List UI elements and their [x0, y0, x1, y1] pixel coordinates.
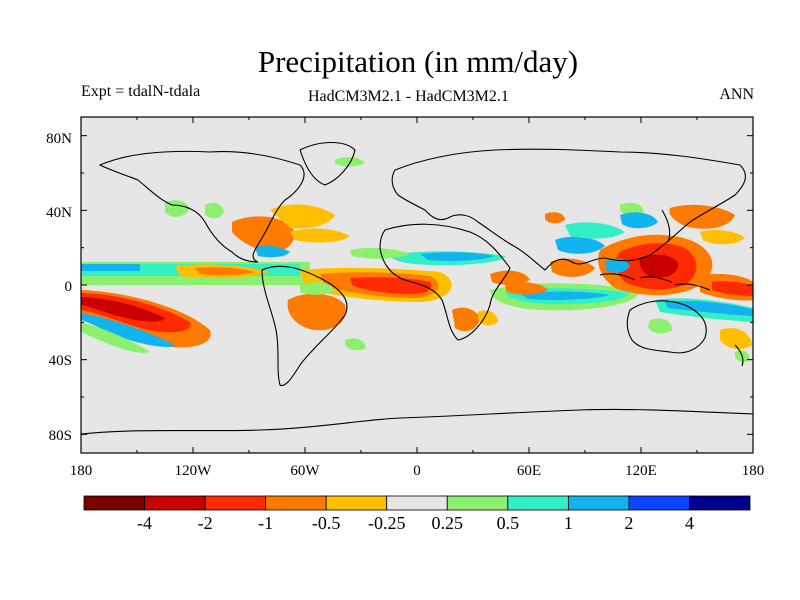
china-blue	[620, 212, 658, 229]
colorbar-label: 0.25	[432, 513, 464, 533]
colorbar-label: -0.25	[368, 513, 406, 533]
colorbar-label: 4	[685, 513, 694, 533]
s-america-green	[300, 282, 335, 295]
colorbar	[83, 495, 751, 511]
eurasia-coast	[391, 148, 746, 271]
x-tick-label: 180	[742, 463, 765, 479]
north-america-coast	[98, 150, 305, 263]
colorbar-label: -0.5	[312, 513, 341, 533]
x-tick-label: 180	[70, 463, 93, 479]
colorbar-label: -4	[137, 513, 152, 533]
tibet-orange	[545, 212, 565, 224]
x-tick-label: 60E	[517, 463, 541, 479]
s-africa-orange	[452, 307, 480, 332]
caribbean-blue	[255, 245, 290, 258]
axis-ticks	[80, 117, 754, 453]
model-label: HadCM3M2.1 - HadCM3M2.1	[308, 88, 509, 105]
greenland-coast	[299, 141, 356, 186]
colorbar-swatch	[144, 495, 206, 511]
colorbar-swatch	[325, 495, 388, 511]
antarctica-coast	[81, 408, 753, 435]
colorbar-swatch	[265, 495, 327, 511]
colorbar-label: -2	[198, 513, 213, 533]
colorbar-swatch	[567, 495, 630, 511]
colorbar-swatch	[689, 495, 751, 511]
japan-green	[620, 202, 644, 216]
season-label: ANN	[719, 86, 754, 103]
s-america-south-green	[345, 338, 366, 351]
pacific-red-east	[712, 281, 753, 296]
colorbar-swatch	[83, 495, 145, 511]
colorbar-label: -1	[258, 513, 273, 533]
s-africa-yellow	[478, 310, 498, 326]
itcz-pacific-orange	[195, 267, 255, 276]
y-tick-label: 80N	[46, 131, 72, 147]
s-america-orange	[287, 293, 346, 331]
colorbar-label: 1	[564, 513, 573, 533]
colorbar-swatch	[628, 495, 690, 511]
south-pacific-blue	[81, 313, 175, 347]
mexico-green	[205, 202, 224, 219]
north-atlantic-yellow	[290, 228, 350, 243]
nz-coast	[734, 344, 744, 367]
indian-ocean-blue	[520, 291, 610, 300]
colorbar-swatch	[507, 495, 569, 511]
itcz-pacific-blue	[81, 264, 140, 271]
y-tick-label: 0	[65, 279, 73, 295]
east-africa-orange	[505, 282, 548, 295]
colorbar-swatch	[204, 495, 267, 511]
japan-coast	[661, 209, 671, 243]
australia-coast	[626, 300, 707, 354]
y-tick-label: 80S	[49, 428, 72, 444]
maritime-blue	[605, 258, 630, 273]
y-tick-label: 40S	[49, 353, 72, 369]
x-tick-label: 0	[413, 463, 421, 479]
y-axis-labels: 80N 40N 0 40S 80S	[46, 131, 72, 444]
indonesia-coast	[599, 273, 711, 291]
x-tick-label: 120E	[625, 463, 657, 479]
np-yellow	[700, 230, 745, 245]
w-pacific-darkred	[639, 254, 679, 278]
colorbar-label: 2	[624, 513, 633, 533]
sw-pacific-yellow	[720, 328, 752, 350]
australia-green	[648, 318, 672, 334]
experiment-label: Expt = tdalN-tdala	[81, 83, 201, 100]
africa-coast	[379, 223, 511, 341]
se-us-orange	[232, 216, 295, 252]
se-us-yellow	[270, 204, 335, 229]
south-america-coast	[261, 265, 348, 387]
sw-pacific-blue	[665, 300, 753, 316]
y-tick-label: 40N	[46, 205, 72, 221]
colorbar-label: 0.5	[497, 513, 520, 533]
pacific-dry-core	[81, 297, 165, 322]
np-orange	[669, 204, 735, 229]
colorbar-labels: -4 -2 -1 -0.5 -0.25 0.25 0.5 1 2 4	[137, 513, 694, 533]
chart-title: Precipitation (in mm/day)	[257, 44, 579, 79]
sahel-green	[350, 247, 410, 259]
sahel-blue	[420, 252, 495, 261]
south-pacific-green	[81, 322, 150, 353]
x-axis-labels: 180 120W 60W 0 60E 120E 180	[70, 463, 765, 479]
coastlines	[81, 141, 753, 435]
colorbar-swatch	[446, 495, 509, 511]
india-teal	[565, 222, 625, 239]
arabian-orange	[490, 270, 530, 285]
x-tick-label: 60W	[290, 463, 320, 479]
x-tick-label: 120W	[175, 463, 213, 479]
colorbar-swatch	[386, 495, 448, 511]
anomaly-field	[81, 157, 753, 363]
india-blue	[555, 236, 605, 254]
